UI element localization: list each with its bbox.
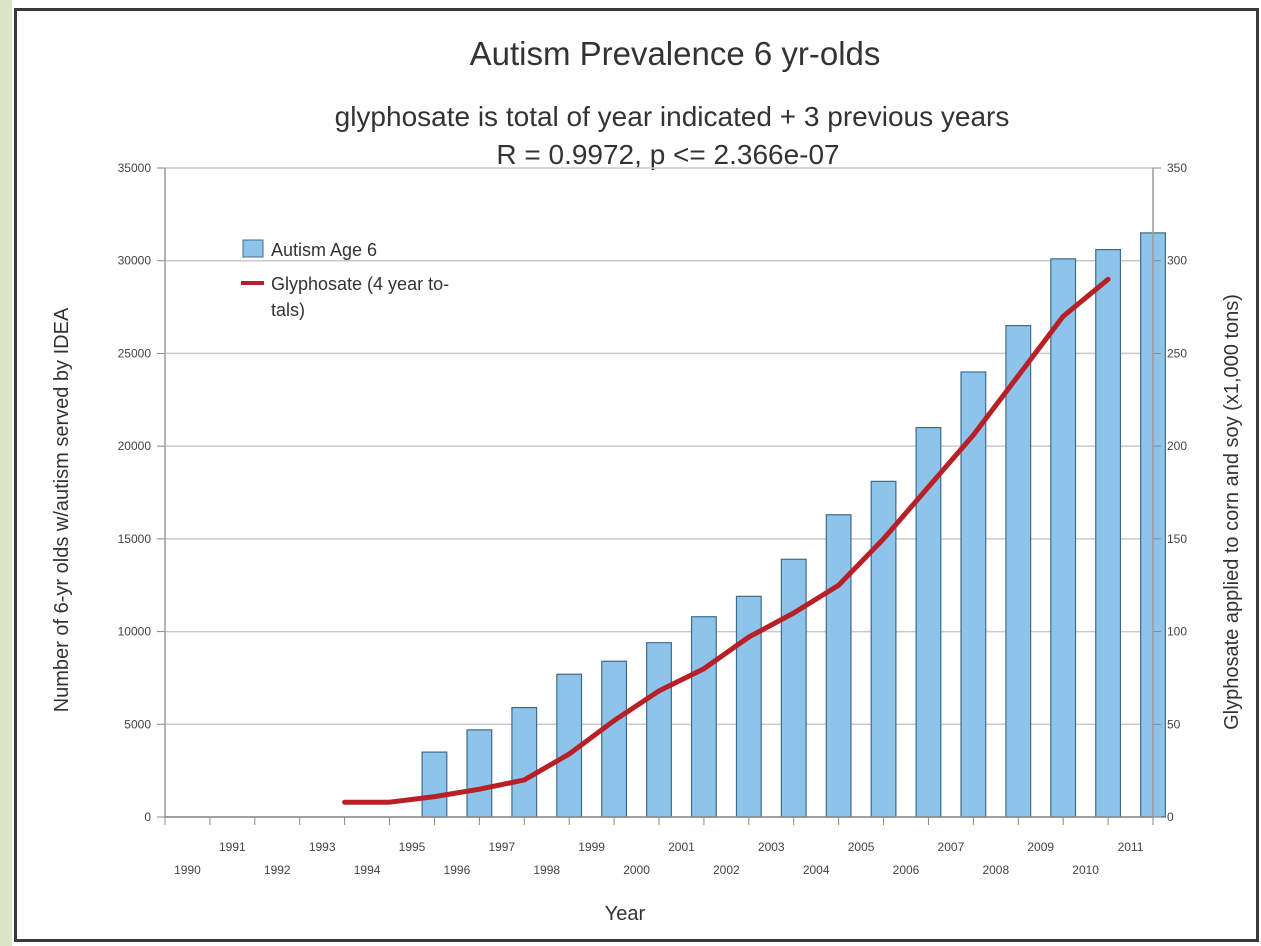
right-y-axis-label: Glyphosate applied to corn and soy (x1,0… — [1221, 294, 1243, 730]
bar-autism-2006 — [915, 427, 942, 818]
x-tick-label: 1999 — [578, 840, 605, 854]
bar-autism-1997 — [511, 706, 538, 818]
chart-subtitle-line2: R = 0.9972, p <= 2.366e-07 — [496, 139, 839, 170]
bar-autism-1995 — [421, 751, 448, 818]
x-tick-label: 1991 — [219, 840, 246, 854]
left-y-tick-label: 30000 — [118, 254, 152, 268]
x-tick-label: 1998 — [533, 863, 560, 877]
right-y-tick-label: 250 — [1167, 346, 1187, 360]
left-y-tick-labels: 0 5000 10000 15000 20000 25000 30000 35000 — [118, 161, 152, 824]
right-y-tick-label: 300 — [1167, 254, 1187, 268]
x-tick-label: 2009 — [1027, 840, 1054, 854]
x-tick-label: 2002 — [713, 863, 740, 877]
x-tick-label: 1993 — [309, 840, 336, 854]
x-tick-label: 2010 — [1072, 863, 1099, 877]
x-tick-label: 2005 — [848, 840, 875, 854]
x-tick-label: 1994 — [354, 863, 381, 877]
left-y-tick-label: 5000 — [124, 717, 151, 731]
x-tick-label: 1990 — [174, 863, 201, 877]
x-tick-label: 1996 — [444, 863, 471, 877]
bar-autism-2002 — [735, 595, 762, 818]
left-y-tick-label: 25000 — [118, 346, 152, 360]
bar-autism-2009 — [1050, 258, 1077, 818]
bar-autism-2004 — [825, 514, 852, 818]
right-y-tick-label: 100 — [1167, 625, 1187, 639]
line-series — [342, 276, 1111, 805]
axes — [157, 167, 1161, 825]
x-tick-label: 2001 — [668, 840, 695, 854]
bar-autism-2001 — [690, 616, 717, 818]
right-y-tick-labels: 0 50 100 150 200 250 300 350 — [1167, 161, 1187, 824]
legend-autism-swatch — [242, 239, 264, 258]
x-tick-label: 2008 — [982, 863, 1009, 877]
left-y-tick-label: 35000 — [118, 161, 152, 175]
chart-subtitle-line1: glyphosate is total of year indicated + … — [335, 101, 1010, 132]
x-tick-labels: 1990 1991 1992 1993 1994 1995 1996 1997 1998 1999… — [174, 840, 1144, 877]
left-y-axis-label: Number of 6-yr olds w/autism served by I… — [51, 307, 73, 712]
x-axis-label: Year — [605, 903, 646, 925]
x-tick-label: 2004 — [803, 863, 830, 877]
left-y-tick-label: 10000 — [118, 625, 152, 639]
chart-title: Autism Prevalence 6 yr-olds — [470, 35, 881, 72]
x-tick-label: 2007 — [938, 840, 965, 854]
right-y-tick-label: 350 — [1167, 161, 1187, 175]
bar-autism-1999 — [601, 660, 628, 818]
bar-autism-1996 — [466, 729, 493, 818]
x-tick-label: 1997 — [488, 840, 515, 854]
legend: Autism Age 6 Glyphosate (4 year to- tals… — [241, 239, 449, 320]
legend-glyphosate-label-line2: tals) — [271, 300, 305, 320]
bar-autism-2000 — [646, 642, 672, 818]
left-y-tick-label: 15000 — [118, 532, 152, 546]
x-tick-label: 2003 — [758, 840, 785, 854]
x-tick-label: 2011 — [1118, 840, 1144, 854]
bar-series — [421, 232, 1166, 818]
bar-autism-2008 — [1005, 325, 1032, 818]
legend-autism-label: Autism Age 6 — [271, 240, 377, 260]
left-y-tick-label: 20000 — [118, 439, 152, 453]
legend-glyphosate-label-line1: Glyphosate (4 year to- — [271, 274, 449, 294]
left-y-tick-label: 0 — [144, 810, 151, 824]
x-tick-label: 1995 — [399, 840, 426, 854]
bar-autism-2003 — [780, 558, 807, 818]
bar-autism-2010 — [1095, 248, 1122, 818]
x-tick-label: 2006 — [893, 863, 920, 877]
x-tick-label: 1992 — [264, 863, 291, 877]
right-y-tick-label: 50 — [1167, 717, 1181, 731]
grid-lines — [165, 167, 1153, 818]
glyphosate-line — [342, 276, 1111, 805]
right-y-tick-label: 150 — [1167, 532, 1187, 546]
slide-edge-strip — [0, 0, 12, 946]
x-tick-label: 2000 — [623, 863, 650, 877]
right-y-tick-label: 0 — [1167, 810, 1174, 824]
right-y-tick-label: 200 — [1167, 439, 1187, 453]
